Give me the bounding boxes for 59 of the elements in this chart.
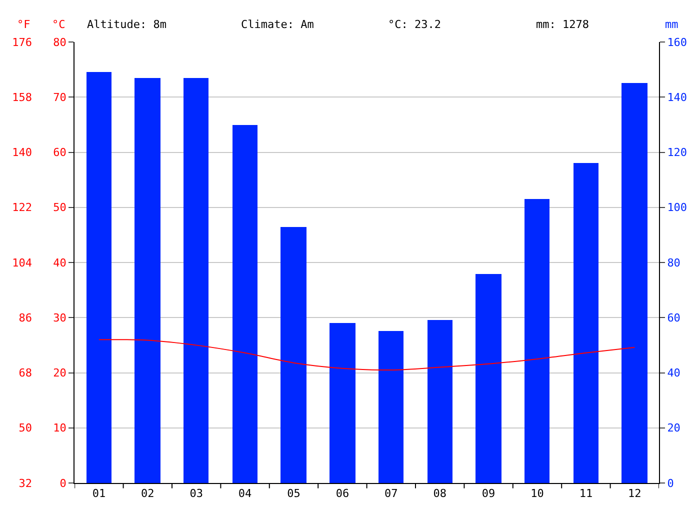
y2-tick-label: 140 [667, 90, 688, 104]
y-tick-label: 60 [53, 146, 66, 160]
bar [86, 72, 112, 483]
x-tick-label: 03 [190, 487, 203, 500]
bar [184, 78, 209, 483]
bar [428, 320, 453, 483]
y-tick-label: 40 [53, 256, 66, 270]
bar [232, 125, 258, 483]
bar [280, 227, 307, 483]
y2-tick-label: 80 [667, 256, 680, 270]
bar [574, 163, 599, 483]
y-tick-label: 70 [53, 90, 66, 104]
y3-tick-label: 86 [18, 311, 32, 324]
y2-tick-label: 100 [667, 201, 688, 214]
bar [134, 78, 161, 483]
y2-tick-label: 0 [667, 476, 674, 490]
y3-tick-label: 50 [18, 422, 32, 435]
y-tick-label: 30 [53, 311, 66, 324]
y3-axis-title: °F [17, 18, 30, 31]
y3-tick-label: 158 [12, 90, 32, 104]
y-tick-label: 20 [53, 366, 66, 380]
x-tick-label: 05 [287, 487, 300, 500]
bar [378, 331, 404, 483]
text: Climate: Am [241, 18, 314, 31]
line-series [98, 339, 636, 371]
bar [330, 323, 356, 483]
y-tick-label: 80 [53, 36, 66, 49]
x-tick-label: 09 [482, 487, 496, 500]
y-tick-label: 10 [53, 422, 66, 435]
x-tick-label: 04 [238, 487, 252, 500]
y3-tick-label: 176 [12, 36, 32, 49]
bar [622, 83, 648, 483]
bar [476, 274, 502, 483]
y-tick-label: 50 [53, 201, 66, 214]
x-tick-label: 10 [530, 487, 544, 500]
y3-tick-label: 68 [18, 366, 32, 380]
y3-tick-label: 122 [12, 201, 32, 214]
y2-tick-label: 20 [667, 422, 680, 435]
text: mm: 1278 [536, 18, 589, 31]
x-tick-label: 07 [384, 487, 398, 500]
y-axis-title: °C [52, 18, 66, 31]
y3-tick-label: 32 [18, 476, 32, 490]
y2-tick-label: 160 [667, 36, 688, 49]
y3-tick-label: 140 [12, 146, 32, 160]
x-tick-label: 06 [336, 487, 350, 500]
y-tick-label: 0 [60, 476, 66, 490]
text: °C: 23.2 [388, 18, 441, 31]
x-tick-label: 08 [433, 487, 446, 500]
y2-tick-label: 60 [667, 311, 680, 324]
x-tick-label: 02 [141, 487, 154, 500]
text: Altitude: 8m [87, 18, 167, 31]
x-tick-label: 11 [579, 487, 593, 500]
y2-tick-label: 120 [667, 146, 688, 160]
bar [524, 199, 550, 483]
y3-tick-label: 104 [12, 256, 32, 270]
y2-tick-label: 40 [667, 366, 680, 380]
x-tick-label: 01 [92, 487, 106, 500]
x-tick-label: 12 [628, 487, 642, 500]
y2-axis-title: mm [665, 18, 679, 31]
